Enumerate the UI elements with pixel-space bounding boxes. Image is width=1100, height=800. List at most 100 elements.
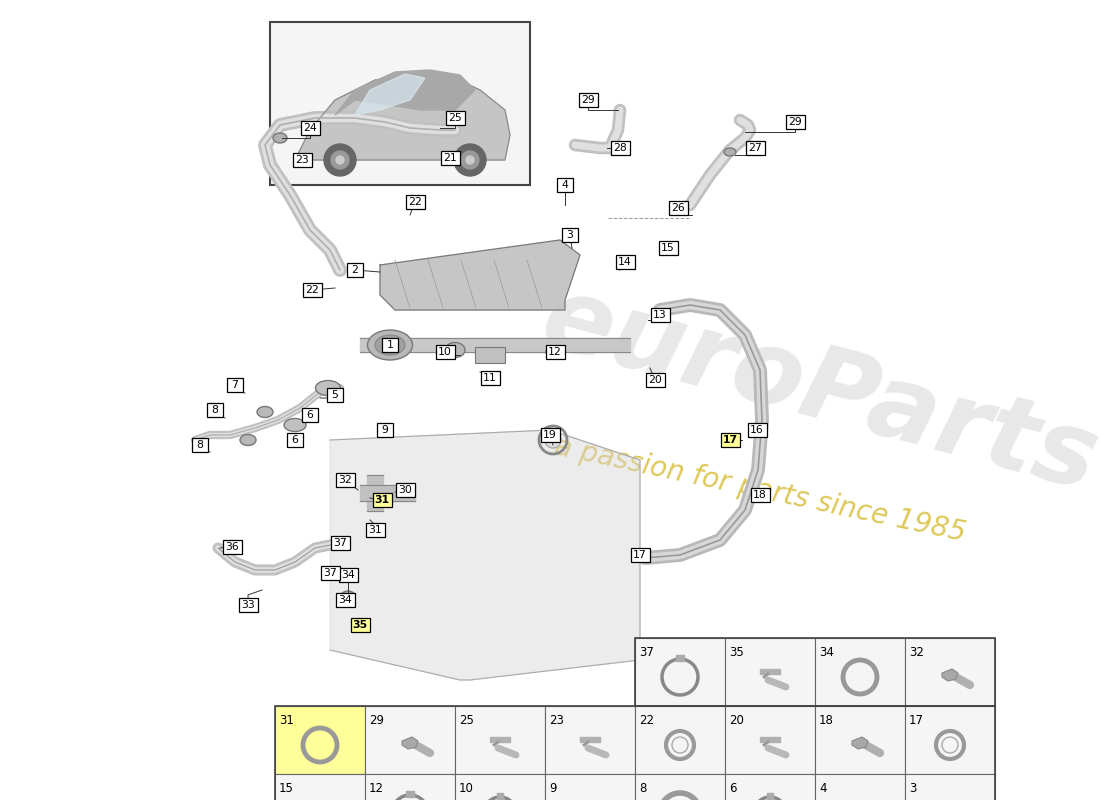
Text: 2: 2 (352, 265, 359, 275)
Bar (544, 774, 635, 800)
Bar (646, 373, 664, 387)
Bar (396, 483, 415, 497)
Bar (635, 638, 725, 706)
Bar (365, 774, 455, 800)
Ellipse shape (284, 418, 306, 431)
Bar (336, 473, 354, 487)
Text: 12: 12 (368, 782, 384, 795)
Bar (650, 308, 670, 322)
Circle shape (461, 151, 478, 169)
Bar (336, 593, 354, 607)
Text: 7: 7 (232, 380, 239, 390)
Bar (382, 338, 398, 352)
Text: 15: 15 (661, 243, 675, 253)
Bar (635, 638, 996, 706)
Text: 3: 3 (909, 782, 916, 795)
Text: 14: 14 (618, 257, 631, 267)
Text: 22: 22 (639, 714, 654, 727)
Text: 30: 30 (398, 485, 411, 495)
Text: 31: 31 (374, 495, 389, 505)
Bar (725, 706, 815, 774)
Text: 18: 18 (820, 714, 834, 727)
Bar (635, 706, 725, 774)
Bar (544, 706, 635, 774)
Ellipse shape (446, 342, 465, 358)
Bar (222, 540, 242, 554)
Text: 9: 9 (549, 782, 557, 795)
Bar (351, 618, 370, 632)
Bar (905, 706, 996, 774)
Text: 16: 16 (750, 425, 763, 435)
Bar (365, 523, 385, 537)
Circle shape (466, 156, 474, 164)
Text: 35: 35 (729, 646, 744, 659)
Bar (481, 371, 499, 385)
Bar (327, 388, 343, 402)
Text: 6: 6 (307, 410, 314, 420)
Bar (616, 255, 635, 269)
Circle shape (942, 737, 958, 753)
Text: 17: 17 (909, 714, 924, 727)
Bar (669, 201, 688, 215)
Text: 36: 36 (226, 542, 239, 552)
Text: 34: 34 (820, 646, 834, 659)
Bar (330, 536, 350, 550)
Text: 10: 10 (438, 347, 452, 357)
Text: 28: 28 (613, 143, 627, 153)
Bar (239, 598, 257, 612)
Bar (750, 488, 770, 502)
Bar (300, 121, 319, 135)
Bar (436, 345, 454, 359)
Text: 15: 15 (279, 782, 294, 795)
Text: 29: 29 (788, 117, 802, 127)
Bar (546, 345, 564, 359)
Bar (746, 141, 764, 155)
Text: 4: 4 (820, 782, 826, 795)
Bar (815, 706, 905, 774)
Bar (455, 774, 544, 800)
Text: 18: 18 (754, 490, 767, 500)
Text: 23: 23 (295, 155, 309, 165)
Polygon shape (336, 70, 475, 115)
Text: 1: 1 (386, 340, 394, 350)
Text: 21: 21 (443, 153, 456, 163)
Text: 29: 29 (368, 714, 384, 727)
Circle shape (324, 144, 356, 176)
Ellipse shape (341, 591, 355, 601)
Bar (227, 378, 243, 392)
Bar (659, 241, 678, 255)
Bar (446, 111, 464, 125)
Polygon shape (852, 737, 868, 749)
Text: a passion for parts since 1985: a passion for parts since 1985 (552, 433, 968, 547)
Circle shape (331, 151, 349, 169)
Text: 3: 3 (566, 230, 573, 240)
Text: 13: 13 (653, 310, 667, 320)
Text: euroParts: euroParts (531, 267, 1100, 513)
Text: 9: 9 (382, 425, 388, 435)
Bar (725, 638, 815, 706)
Bar (275, 706, 365, 774)
Text: 17: 17 (723, 435, 738, 445)
Text: 37: 37 (639, 646, 653, 659)
Bar (365, 706, 455, 774)
Bar (635, 774, 725, 800)
Polygon shape (402, 737, 418, 749)
Bar (630, 548, 649, 562)
Text: 33: 33 (241, 600, 255, 610)
Text: 12: 12 (548, 347, 562, 357)
Text: 34: 34 (338, 595, 352, 605)
Text: 4: 4 (562, 180, 569, 190)
Text: 8: 8 (639, 782, 647, 795)
Bar (406, 195, 425, 209)
Bar (785, 115, 804, 129)
Text: 34: 34 (341, 570, 355, 580)
Text: 11: 11 (483, 373, 497, 383)
Circle shape (454, 144, 486, 176)
Bar (320, 566, 340, 580)
Text: 37: 37 (333, 538, 346, 548)
Bar (339, 568, 358, 582)
Text: 23: 23 (549, 714, 564, 727)
Bar (192, 438, 208, 452)
Ellipse shape (273, 133, 287, 143)
Text: 5: 5 (331, 390, 339, 400)
